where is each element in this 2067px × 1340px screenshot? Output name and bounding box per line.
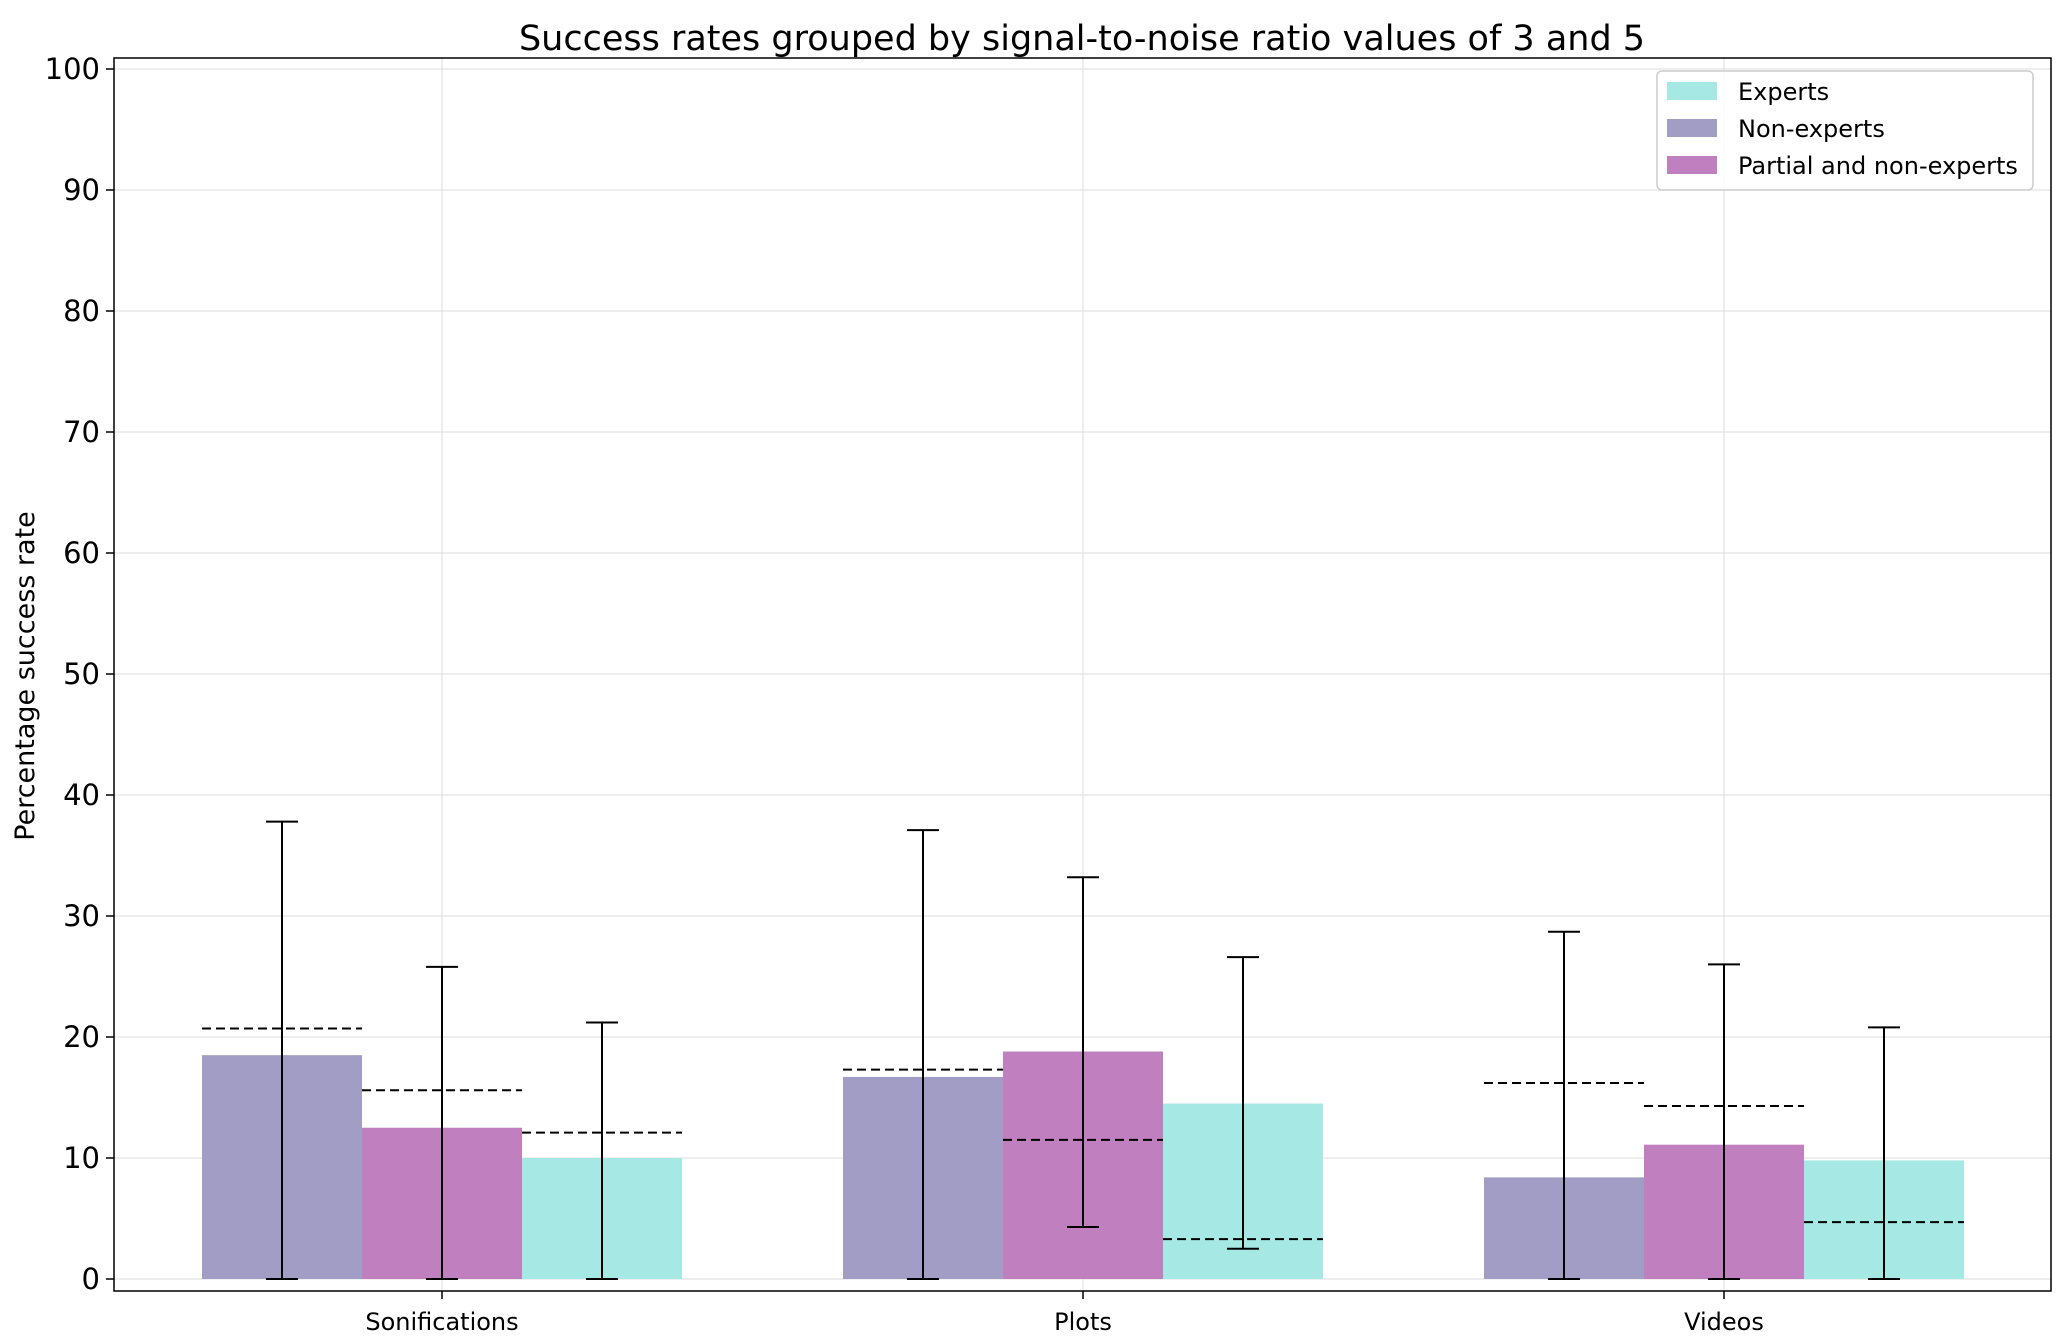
legend-swatch [1667,82,1717,100]
y-tick-label: 0 [82,1262,100,1296]
y-tick-label: 10 [63,1141,100,1175]
x-tick-label: Plots [1054,1308,1112,1336]
chart-title: Success rates grouped by signal-to-noise… [519,19,1645,59]
x-axis-ticks: Sonifications Plots Videos [365,1291,1764,1336]
x-tick-label: Sonifications [365,1308,518,1336]
legend-swatch [1667,156,1717,174]
y-tick-label: 70 [63,415,100,449]
y-tick-label: 80 [63,294,100,328]
legend-label: Experts [1738,78,1829,106]
reference-lines-layer [202,1027,1964,1241]
y-tick-label: 90 [63,173,100,207]
y-axis-label: Percentage success rate [10,511,41,841]
legend-label: Non-experts [1738,115,1885,143]
y-axis-ticks: 0 10 20 30 40 50 60 70 80 90 100 [45,52,114,1296]
legend-label: Partial and non-experts [1738,152,2018,180]
y-tick-label: 100 [45,52,100,86]
y-tick-label: 40 [63,778,100,812]
legend-swatch [1667,119,1717,137]
y-tick-label: 50 [63,657,100,691]
error-bars-layer [266,820,1900,1280]
legend-box [1656,70,2034,191]
y-tick-label: 20 [63,1020,100,1054]
x-tick-label: Videos [1684,1308,1764,1336]
y-tick-label: 30 [63,899,100,933]
legend: Experts Non-experts Partial and non-expert… [1656,70,2034,191]
y-tick-label: 60 [63,536,100,570]
